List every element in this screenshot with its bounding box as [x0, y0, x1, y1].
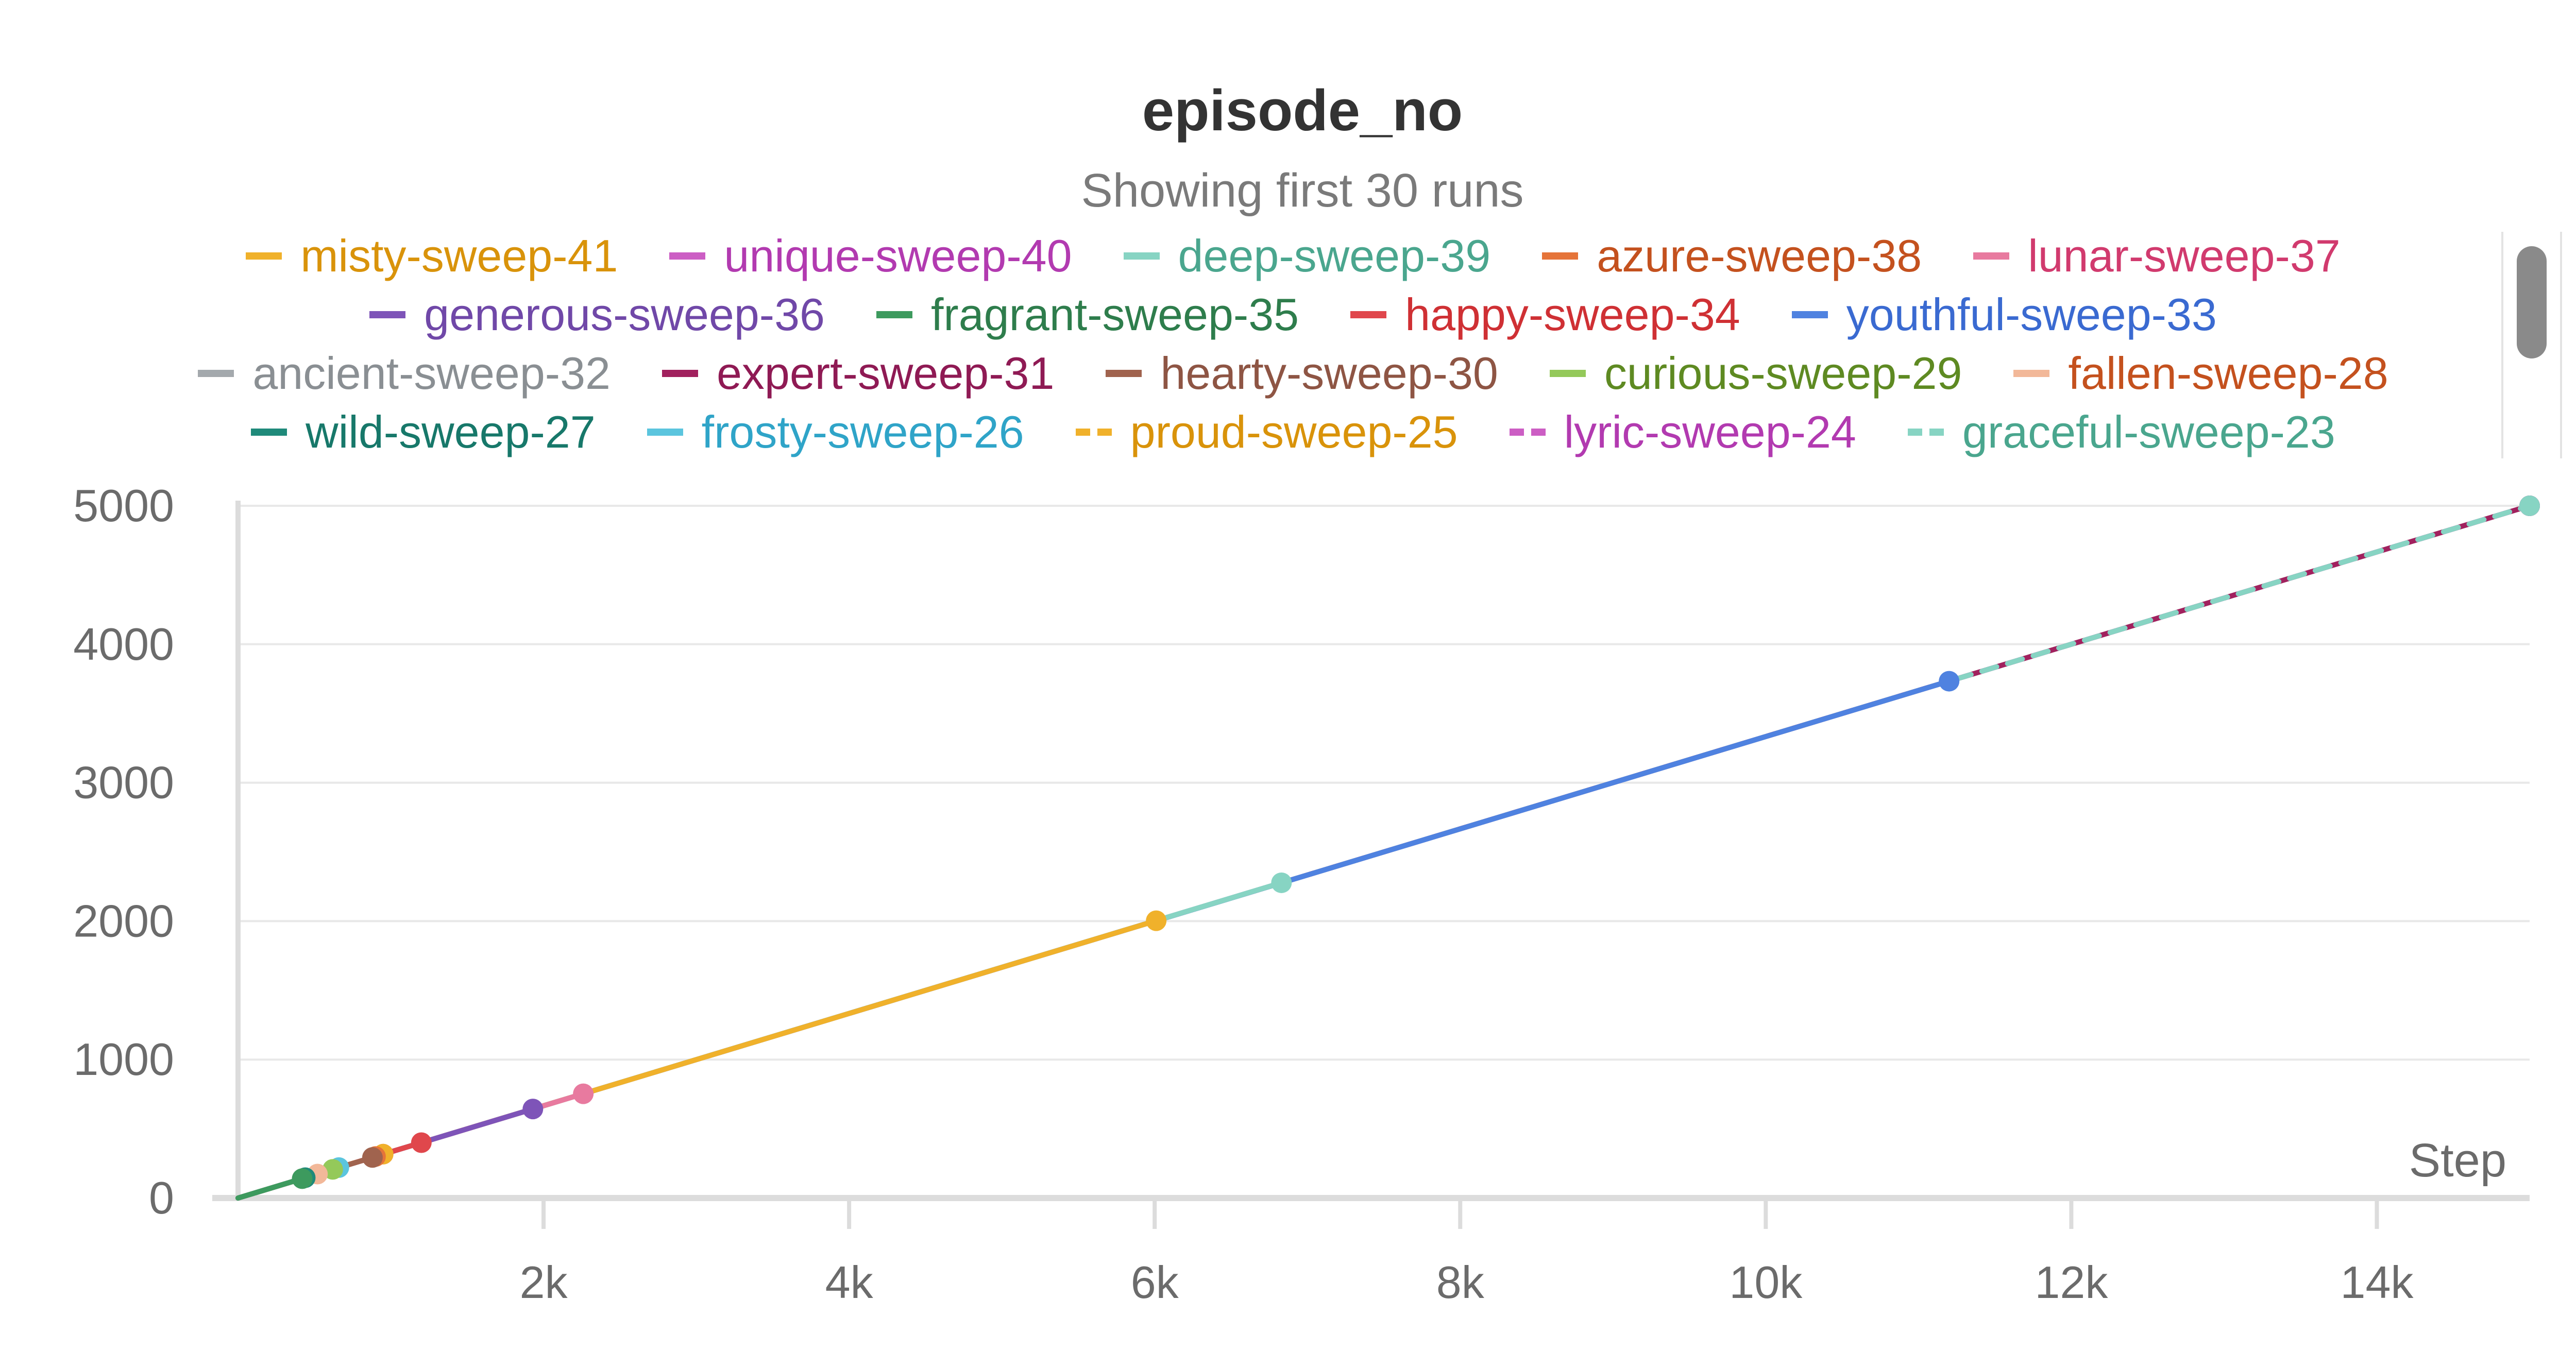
- legend-label: misty-sweep-41: [300, 230, 618, 281]
- legend-row: wild-sweep-27 frosty-sweep-26 proud-sweep-…: [103, 403, 2483, 461]
- legend-label: graceful-sweep-23: [1962, 406, 2335, 457]
- legend-label: generous-sweep-36: [424, 289, 825, 340]
- x-tick-label: 10k: [1729, 1257, 1803, 1308]
- legend-label: lyric-sweep-24: [1564, 406, 1856, 457]
- y-tick-label: 3000: [73, 757, 174, 808]
- series-endpoint: [2519, 495, 2540, 516]
- legend-label: fallen-sweep-28: [2068, 348, 2388, 399]
- legend-item[interactable]: graceful-sweep-23: [1907, 406, 2335, 458]
- legend-label: azure-sweep-38: [1597, 230, 1922, 281]
- x-tick-label: 12k: [2035, 1257, 2108, 1308]
- legend-swatch: [1350, 311, 1387, 318]
- legend-item[interactable]: happy-sweep-34: [1350, 288, 1740, 341]
- legend-swatch: [251, 429, 287, 436]
- x-axis-label: Step: [2409, 1134, 2506, 1187]
- x-tick-label: 8k: [1436, 1257, 1485, 1308]
- legend-label: lunar-sweep-37: [2028, 230, 2341, 281]
- series-endpoint: [1271, 872, 1292, 893]
- legend-label: proud-sweep-25: [1130, 406, 1458, 457]
- legend-row: misty-sweep-41 unique-sweep-40 deep-sweep-…: [103, 227, 2483, 285]
- series-endpoint: [1146, 910, 1167, 931]
- legend-label: happy-sweep-34: [1405, 289, 1740, 340]
- legend-item[interactable]: expert-sweep-31: [662, 347, 1054, 400]
- legend-item[interactable]: fallen-sweep-28: [2013, 347, 2388, 400]
- legend-item[interactable]: unique-sweep-40: [669, 230, 1072, 282]
- legend-label: youthful-sweep-33: [1846, 289, 2217, 340]
- legend-swatch: [647, 429, 683, 436]
- y-tick-label: 4000: [73, 619, 174, 670]
- x-tick-label: 14k: [2341, 1257, 2414, 1308]
- series-endpoint: [573, 1083, 594, 1104]
- legend-item[interactable]: azure-sweep-38: [1542, 230, 1922, 282]
- x-tick-label: 4k: [825, 1257, 874, 1308]
- legend-label: frosty-sweep-26: [701, 406, 1024, 457]
- legend-label: deep-sweep-39: [1178, 230, 1491, 281]
- legend-item[interactable]: frosty-sweep-26: [647, 406, 1024, 458]
- legend-scroll-thumb[interactable]: [2517, 246, 2547, 358]
- legend-row: ancient-sweep-32 expert-sweep-31 hearty-sw…: [103, 344, 2483, 403]
- series-endpoint: [362, 1147, 383, 1168]
- legend: misty-sweep-41 unique-sweep-40 deep-sweep-…: [103, 227, 2483, 457]
- legend-swatch: [1973, 252, 2010, 260]
- legend-swatch: [246, 252, 282, 260]
- legend-swatch: [876, 311, 912, 318]
- legend-swatch: [1123, 252, 1160, 260]
- series-endpoint: [522, 1099, 544, 1120]
- y-tick-label: 0: [149, 1172, 174, 1223]
- legend-label: wild-sweep-27: [306, 406, 596, 457]
- legend-item[interactable]: generous-sweep-36: [369, 288, 825, 341]
- legend-scrollbar[interactable]: [2501, 232, 2562, 458]
- legend-item[interactable]: fragrant-sweep-35: [876, 288, 1299, 341]
- y-tick-label: 5000: [73, 480, 174, 531]
- legend-label: fragrant-sweep-35: [930, 289, 1299, 340]
- chart-title: episode_no: [1142, 78, 1463, 143]
- legend-row: generous-sweep-36 fragrant-sweep-35 happy-…: [103, 285, 2483, 344]
- legend-item[interactable]: wild-sweep-27: [251, 406, 596, 458]
- legend-swatch: [1791, 311, 1828, 318]
- chart-subtitle: Showing first 30 runs: [1081, 164, 1524, 217]
- legend-swatch: [1549, 370, 1586, 377]
- legend-swatch: [1075, 429, 1112, 436]
- series-endpoint: [1939, 671, 1960, 692]
- legend-label: hearty-sweep-30: [1160, 348, 1498, 399]
- series-endpoint: [292, 1168, 313, 1189]
- legend-swatch: [1106, 370, 1142, 377]
- y-tick-label: 1000: [73, 1034, 174, 1085]
- y-tick-label: 2000: [73, 895, 174, 946]
- series-line: [235, 503, 2532, 1201]
- legend-swatch: [1907, 429, 1944, 436]
- legend-item[interactable]: misty-sweep-41: [246, 230, 618, 282]
- legend-label: expert-sweep-31: [716, 348, 1055, 399]
- legend-swatch: [669, 252, 706, 260]
- legend-swatch: [1542, 252, 1579, 260]
- legend-swatch: [662, 370, 698, 377]
- legend-swatch: [198, 370, 234, 377]
- legend-swatch: [369, 311, 406, 318]
- x-tick-label: 6k: [1131, 1257, 1179, 1308]
- series-endpoint: [411, 1132, 432, 1153]
- x-tick-label: 2k: [520, 1257, 568, 1308]
- legend-item[interactable]: proud-sweep-25: [1075, 406, 1458, 458]
- legend-item[interactable]: hearty-sweep-30: [1106, 347, 1498, 400]
- series-line: [235, 1176, 305, 1201]
- legend-item[interactable]: curious-sweep-29: [1549, 347, 1962, 400]
- legend-item[interactable]: lunar-sweep-37: [1973, 230, 2341, 282]
- legend-label: ancient-sweep-32: [252, 348, 611, 399]
- legend-label: unique-sweep-40: [724, 230, 1072, 281]
- legend-swatch: [2013, 370, 2050, 377]
- legend-item[interactable]: youthful-sweep-33: [1791, 288, 2217, 341]
- legend-item[interactable]: deep-sweep-39: [1123, 230, 1491, 282]
- legend-item[interactable]: lyric-sweep-24: [1509, 406, 1856, 458]
- legend-label: curious-sweep-29: [1604, 348, 1962, 399]
- legend-item[interactable]: ancient-sweep-32: [198, 347, 611, 400]
- legend-swatch: [1509, 429, 1546, 436]
